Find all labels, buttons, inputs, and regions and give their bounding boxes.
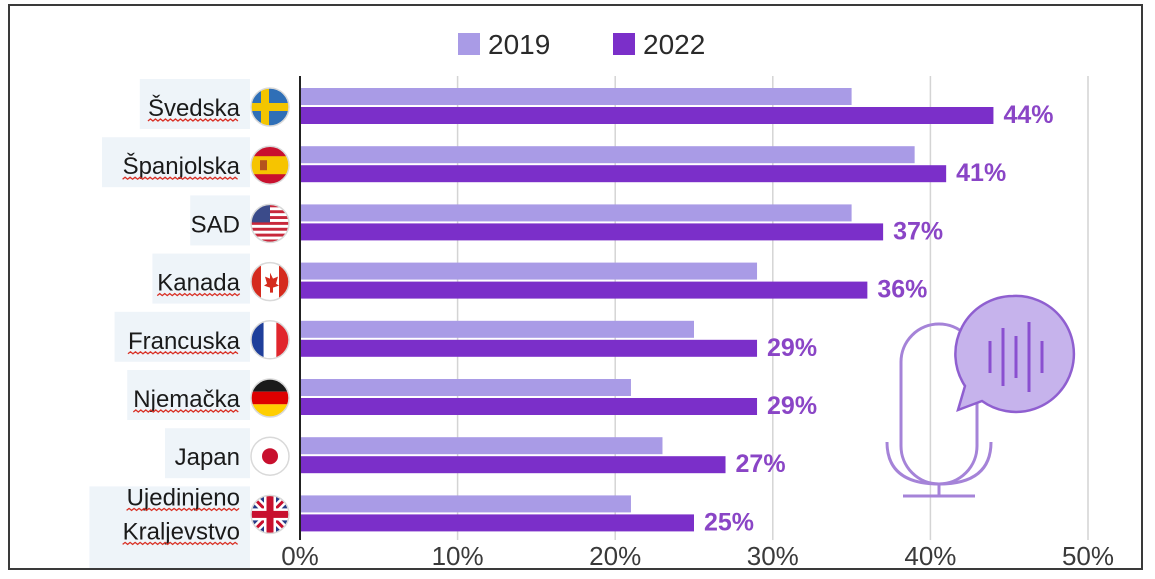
data-label: 44% [1003,101,1053,129]
category-label: Japan [175,444,240,471]
category-label-background [165,428,250,479]
data-label: 29% [767,334,817,362]
bar-2019 [300,262,758,280]
chart-frame: Švedska Španjolska SAD Kanada Francuska Njema… [8,4,1143,570]
flag-france-icon [250,320,290,360]
category-label: Francuska [128,328,241,355]
spellcheck-squiggle [156,292,241,297]
bar-2019 [300,437,663,455]
bar-chart: Švedska Španjolska SAD Kanada Francuska Njema… [89,29,1114,568]
data-labels: 44% 41% 37% 36% 29% 29% 27% 25% [704,101,1053,536]
legend-label: 2022 [643,29,705,60]
x-tick-label: 0% [281,541,319,568]
spellcheck-squiggle [126,507,240,512]
category-label: Kraljevstvo [123,518,240,545]
category-label: Španjolska [123,152,241,180]
bar-2019 [300,88,852,105]
data-label: 27% [736,450,786,478]
x-tick-labels: 0% 10% 20% 30% 40% 50% [281,541,1114,568]
data-label: 37% [893,217,943,245]
category-label-background [89,486,251,568]
bar-2022 [300,223,884,241]
bar-2019 [300,320,694,338]
bar-2022 [300,456,726,474]
x-tick-label: 20% [589,541,641,568]
category-label: Švedska [148,94,241,122]
flag-uk-icon [250,494,290,535]
spellcheck-squiggle [122,176,238,181]
bar-2022 [300,514,694,532]
flag-germany-icon [250,378,290,418]
bar-2019 [300,495,631,513]
legend: 2019 2022 [458,29,705,60]
bar-2019 [300,379,631,396]
legend-swatch-2019 [458,33,480,55]
bar-2022 [300,107,994,124]
flag-japan-icon [250,436,290,476]
category-label: Kanada [157,270,240,297]
bar-2022 [300,339,758,357]
category-label: Ujedinjeno [127,484,240,511]
flag-sweden-icon [250,87,290,127]
spellcheck-squiggle [127,350,239,355]
spellcheck-squiggle [132,409,239,413]
spellcheck-squiggle [147,118,239,122]
bars [300,88,994,532]
flag-spain-icon [250,145,290,185]
legend-swatch-2022 [613,33,635,55]
x-tick-label: 10% [432,541,484,568]
data-label: 25% [704,508,754,536]
bar-2022 [300,165,947,183]
bar-2022 [300,398,758,415]
flag-usa-icon [250,203,290,244]
data-label: 41% [956,159,1006,187]
category-labels: Švedska Španjolska SAD Kanada Francuska Njema… [122,94,241,546]
x-tick-label: 30% [747,541,799,568]
category-label: SAD [191,211,240,238]
bar-2022 [300,281,868,299]
spellcheck-squiggle [122,541,239,546]
flag-canada-icon [250,261,290,302]
microphone-speech-icon [885,294,1076,498]
data-label: 29% [767,392,817,420]
data-label: 36% [877,276,927,304]
bar-2019 [300,146,915,164]
x-tick-label: 50% [1062,541,1114,568]
category-label: Njemačka [133,386,240,413]
legend-label: 2019 [488,29,550,60]
x-tick-label: 40% [904,541,956,568]
flags [250,87,290,535]
category-label-background [190,195,250,246]
bar-2019 [300,204,852,222]
